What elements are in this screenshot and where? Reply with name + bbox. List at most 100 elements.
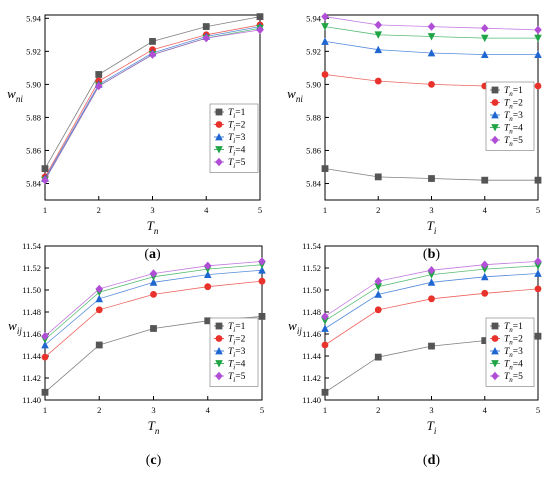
data-point (202, 23, 210, 30)
x-tick-label: 1 (323, 205, 327, 215)
data-point (41, 175, 49, 185)
data-point (41, 353, 49, 361)
data-point (374, 173, 382, 181)
y-tick-label: 11.46 (22, 329, 41, 339)
legend-label: Tn=5 (504, 372, 523, 384)
data-point (374, 353, 382, 361)
x-tick-label: 4 (483, 405, 488, 415)
y-tick-label: 5.86 (306, 145, 321, 155)
y-tick-label: 5.84 (26, 178, 42, 188)
data-point (374, 77, 382, 85)
data-point (374, 45, 383, 54)
data-point (428, 342, 435, 350)
legend-marker (491, 99, 499, 106)
y-tick-label: 5.88 (26, 112, 41, 122)
data-point (428, 295, 435, 303)
data-point (427, 48, 436, 57)
data-point (480, 265, 489, 274)
data-point (321, 312, 329, 321)
x-tick-label: 3 (150, 205, 154, 215)
x-tick-label: 2 (97, 205, 101, 215)
data-point (321, 317, 329, 325)
data-point (428, 175, 435, 182)
legend-label: Tn=2 (504, 99, 523, 111)
data-point (95, 71, 103, 78)
y-axis-label: wni (287, 86, 303, 104)
data-point (427, 278, 436, 286)
x-tick-label: 5 (260, 405, 264, 415)
data-point (374, 31, 383, 39)
x-axis-label: Tn (148, 418, 160, 436)
panel-c: 11.40 11.42 11.44 11.46 11.48 11.50 11.52 11.54… (8, 241, 266, 468)
legend-label: Ti=5 (228, 158, 246, 170)
x-tick-label: 3 (151, 405, 155, 415)
legend-marker (215, 322, 223, 330)
legend-marker (215, 146, 223, 154)
legend-marker (491, 347, 499, 355)
y-tick-label: 11.48 (22, 307, 41, 317)
data-point (204, 317, 212, 325)
legend-label: Ti=5 (228, 372, 246, 384)
data-point (95, 341, 103, 349)
data-point (374, 20, 383, 30)
data-point (428, 80, 435, 88)
y-tick-label: 11.48 (302, 307, 321, 317)
y-axis-label: wni (7, 86, 23, 104)
legend-label: Tn=4 (504, 124, 523, 136)
data-point (534, 269, 542, 277)
data-point (321, 388, 329, 396)
y-tick-label: 5.84 (306, 178, 322, 188)
x-tick-label: 5 (258, 205, 262, 215)
data-point (481, 176, 489, 184)
legend-marker (491, 124, 499, 132)
data-point (427, 271, 436, 279)
legend-label: Ti=4 (228, 360, 246, 372)
data-point (427, 266, 436, 275)
legend-marker (215, 157, 223, 167)
data-point (94, 81, 103, 91)
legend-label: Tn=1 (504, 322, 523, 334)
y-axis-label: wij (288, 318, 302, 336)
x-tick-label: 4 (204, 205, 209, 215)
y-tick-label: 11.44 (22, 351, 42, 361)
x-tick-label: 2 (376, 205, 380, 215)
data-point (202, 33, 211, 43)
y-tick-label: 11.40 (22, 395, 41, 405)
legend-label: Ti=4 (228, 146, 246, 158)
data-point (374, 306, 382, 314)
data-point (150, 291, 157, 298)
x-tick-label: 1 (323, 405, 327, 415)
legend-marker (215, 347, 223, 355)
y-tick-label: 11.50 (302, 285, 321, 295)
y-tick-label: 5.94 (26, 13, 42, 23)
x-tick-label: 2 (376, 405, 380, 415)
legend-label: Ti=2 (228, 335, 246, 347)
data-point (256, 13, 264, 21)
data-point (427, 33, 436, 41)
legend-marker (215, 360, 223, 368)
y-tick-label: 11.54 (22, 241, 42, 251)
panel-caption: (b) (423, 247, 440, 262)
x-axis-label: Ti (427, 218, 437, 236)
panel-caption: (a) (144, 247, 161, 262)
x-tick-label: 5 (536, 405, 540, 415)
y-tick-label: 11.42 (302, 373, 321, 383)
data-point (150, 325, 157, 332)
data-point (41, 332, 49, 341)
y-tick-label: 5.90 (306, 79, 321, 89)
data-point (321, 324, 329, 332)
data-point (149, 269, 158, 278)
legend-marker (215, 371, 223, 381)
y-tick-label: 5.92 (306, 46, 321, 56)
data-point (480, 260, 489, 269)
data-point (534, 332, 542, 340)
legend-label: Ti=2 (228, 121, 246, 133)
y-tick-label: 11.54 (302, 241, 322, 251)
x-tick-label: 3 (429, 205, 433, 215)
legend-label: Tn=2 (504, 335, 523, 347)
data-point (148, 50, 157, 59)
y-tick-label: 11.40 (302, 395, 321, 405)
y-tick-label: 5.90 (26, 79, 41, 89)
